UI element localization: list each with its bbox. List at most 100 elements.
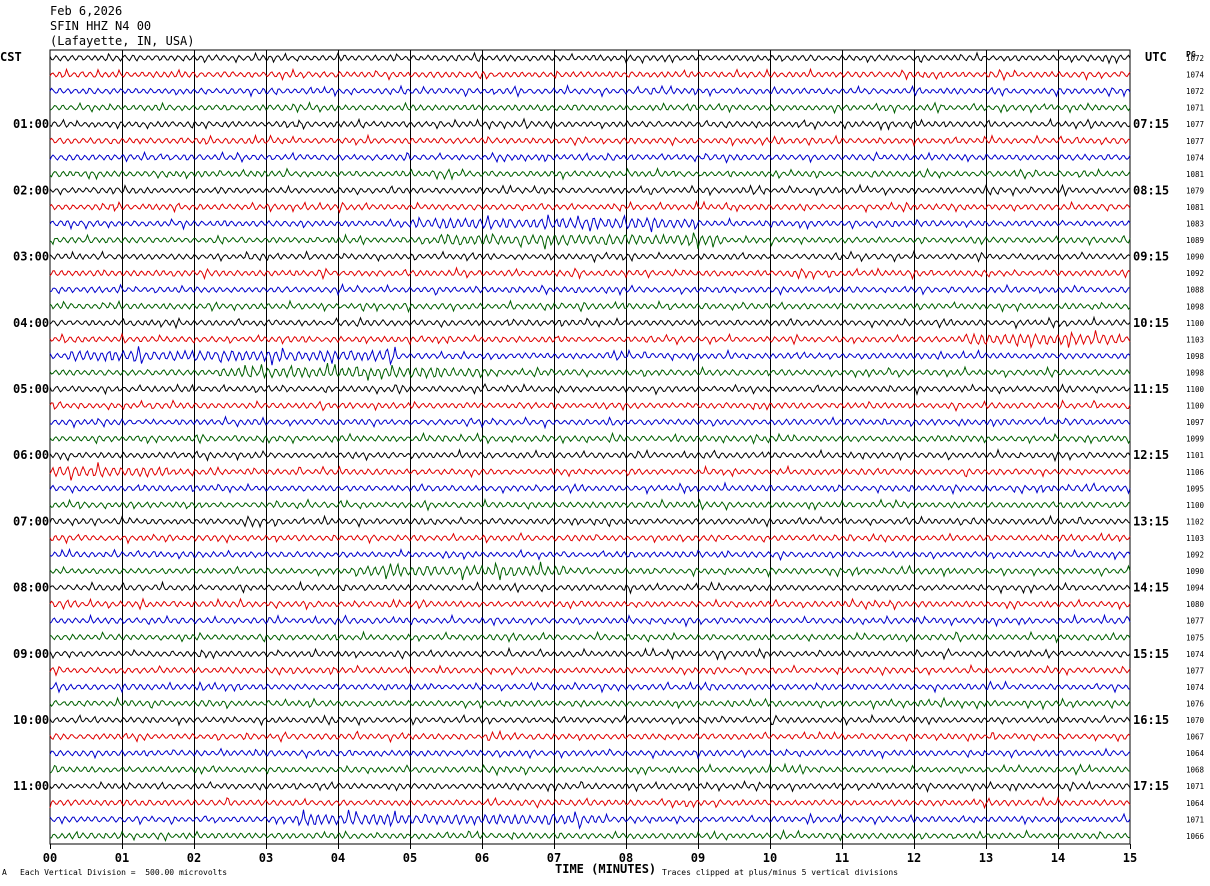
- line-value-label: 1103: [1186, 335, 1204, 344]
- hour-label-cst: 11:00: [13, 779, 49, 793]
- trace-line: [49, 597, 1131, 611]
- trace-line: [49, 101, 1131, 115]
- trace-line: [49, 561, 1131, 581]
- trace-line: [49, 117, 1131, 132]
- hour-label-cst: 02:00: [13, 183, 49, 197]
- trace-line: [49, 214, 1131, 233]
- line-value-label: 1081: [1186, 203, 1204, 212]
- x-tick-label: 05: [403, 851, 417, 865]
- time-grid: [49, 49, 1131, 849]
- line-value-label: 1072: [1186, 87, 1204, 96]
- trace-line: [49, 266, 1131, 281]
- hour-label-cst: 04:00: [13, 316, 49, 330]
- trace-line: [49, 630, 1131, 644]
- trace-line: [49, 713, 1131, 727]
- line-value-label: 1090: [1186, 567, 1205, 576]
- line-value-label: 1074: [1186, 153, 1205, 162]
- line-value-label: 1089: [1186, 236, 1204, 245]
- trace-line: [49, 747, 1131, 760]
- hour-label-utc: 08:15: [1133, 183, 1169, 197]
- line-value-label: 1092: [1186, 269, 1204, 278]
- line-value-label: 1100: [1186, 402, 1205, 411]
- x-tick-label: 10: [763, 851, 777, 865]
- line-value-label: 1077: [1186, 617, 1204, 626]
- x-tick-label: 08: [619, 851, 633, 865]
- x-tick-label: 00: [43, 851, 57, 865]
- trace-line: [49, 362, 1131, 381]
- trace-line: [49, 547, 1131, 562]
- seismic-traces: [49, 51, 1131, 842]
- trace-line: [49, 67, 1131, 82]
- line-value-label: 1076: [1186, 699, 1205, 708]
- line-value-label: 1100: [1186, 319, 1205, 328]
- line-value-label: 1100: [1186, 385, 1205, 394]
- x-tick-label: 02: [187, 851, 201, 865]
- line-value-label: 1097: [1186, 418, 1204, 427]
- trace-line: [49, 796, 1131, 810]
- trace-line: [49, 481, 1131, 496]
- pg-caption: PG: [1186, 50, 1196, 59]
- hour-label-utc: 17:15: [1133, 779, 1169, 793]
- line-value-label: 1066: [1186, 832, 1205, 841]
- timezone-caption-right: UTC: [1145, 50, 1167, 64]
- line-value-label: 1099: [1186, 435, 1204, 444]
- line-value-label: 1068: [1186, 766, 1205, 775]
- trace-line: [49, 249, 1131, 264]
- trace-line: [49, 514, 1131, 529]
- trace-line: [49, 84, 1131, 98]
- line-value-label: 1079: [1186, 186, 1204, 195]
- hour-label-cst: 05:00: [13, 382, 49, 396]
- line-value-label: 1092: [1186, 551, 1204, 560]
- trace-line: [49, 762, 1131, 777]
- hour-label-cst: 09:00: [13, 647, 49, 661]
- trace-line: [49, 167, 1131, 181]
- line-value-label: 1067: [1186, 733, 1204, 742]
- hour-label-utc: 14:15: [1133, 581, 1169, 595]
- trace-line: [49, 200, 1131, 214]
- trace-line: [49, 183, 1131, 198]
- x-tick-label: 11: [835, 851, 849, 865]
- line-value-label: 1100: [1186, 501, 1205, 510]
- x-tick-label: 13: [979, 851, 993, 865]
- line-value-label: 1098: [1186, 368, 1205, 377]
- line-value-label: 1077: [1186, 120, 1204, 129]
- line-value-label: 1074: [1186, 650, 1205, 659]
- line-value-label: 1074: [1186, 683, 1205, 692]
- hour-label-cst: 01:00: [13, 117, 49, 131]
- line-value-label: 1075: [1186, 633, 1204, 642]
- axis-labels: 01:00 07:15 02:00 08:15 03:00 09:15 04:00 10:15…: [13, 54, 1205, 865]
- trace-line: [49, 150, 1131, 164]
- header-date: Feb 6,2026: [50, 4, 123, 18]
- trace-line: [49, 346, 1131, 366]
- trace-line: [49, 282, 1131, 297]
- line-value-label: 1071: [1186, 782, 1204, 791]
- trace-line: [49, 315, 1131, 330]
- trace-line: [49, 415, 1131, 430]
- trace-line: [49, 232, 1131, 250]
- plot-frame: [49, 49, 1131, 845]
- trace-line: [49, 809, 1131, 830]
- hour-label-utc: 07:15: [1133, 117, 1169, 131]
- line-value-label: 1090: [1186, 253, 1205, 262]
- line-value-label: 1080: [1186, 600, 1205, 609]
- trace-line: [49, 828, 1131, 842]
- line-value-label: 1098: [1186, 302, 1205, 311]
- hour-label-cst: 10:00: [13, 713, 49, 727]
- trace-line: [49, 133, 1131, 148]
- trace-line: [49, 646, 1131, 661]
- clip-note: Traces clipped at plus/minus 5 vertical …: [662, 868, 899, 877]
- x-tick-label: 14: [1051, 851, 1065, 865]
- corner-mark: A: [2, 868, 7, 877]
- trace-line: [49, 448, 1131, 463]
- trace-line: [49, 51, 1131, 65]
- line-value-label: 1074: [1186, 71, 1205, 80]
- line-value-label: 1077: [1186, 666, 1204, 675]
- timezone-caption-left: CST: [0, 50, 22, 64]
- trace-line: [49, 729, 1131, 744]
- x-tick-label: 04: [331, 851, 345, 865]
- x-tick-label: 01: [115, 851, 129, 865]
- line-value-label: 1071: [1186, 815, 1204, 824]
- line-value-label: 1083: [1186, 220, 1204, 229]
- line-value-label: 1064: [1186, 749, 1205, 758]
- line-value-label: 1077: [1186, 137, 1204, 146]
